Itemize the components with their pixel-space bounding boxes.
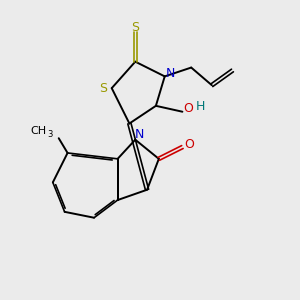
Text: O: O xyxy=(183,102,193,115)
Text: N: N xyxy=(135,128,144,141)
Text: H: H xyxy=(196,100,205,113)
Text: O: O xyxy=(184,138,194,151)
Text: 3: 3 xyxy=(47,130,53,139)
Text: S: S xyxy=(100,82,107,95)
Text: CH: CH xyxy=(31,126,47,136)
Text: S: S xyxy=(131,21,139,34)
Text: N: N xyxy=(166,67,175,80)
